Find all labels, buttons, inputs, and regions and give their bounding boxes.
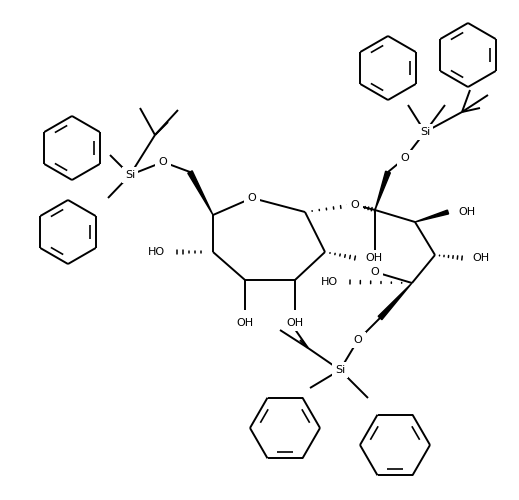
Polygon shape	[415, 210, 448, 222]
Polygon shape	[375, 171, 390, 210]
Text: O: O	[353, 335, 362, 345]
Text: OH: OH	[365, 253, 382, 263]
Text: Si: Si	[125, 170, 135, 180]
Text: OH: OH	[237, 318, 254, 328]
Polygon shape	[188, 171, 213, 215]
Text: O: O	[401, 153, 409, 163]
Text: Si: Si	[335, 365, 345, 375]
Text: Si: Si	[420, 127, 430, 137]
Text: HO: HO	[321, 277, 338, 287]
Text: O: O	[371, 267, 379, 277]
Text: O: O	[248, 193, 256, 203]
Text: OH: OH	[286, 318, 304, 328]
Text: HO: HO	[148, 247, 165, 257]
Text: OH: OH	[458, 207, 475, 217]
Text: O: O	[351, 200, 359, 210]
Polygon shape	[378, 283, 412, 320]
Text: OH: OH	[472, 253, 489, 263]
Text: O: O	[159, 157, 167, 167]
